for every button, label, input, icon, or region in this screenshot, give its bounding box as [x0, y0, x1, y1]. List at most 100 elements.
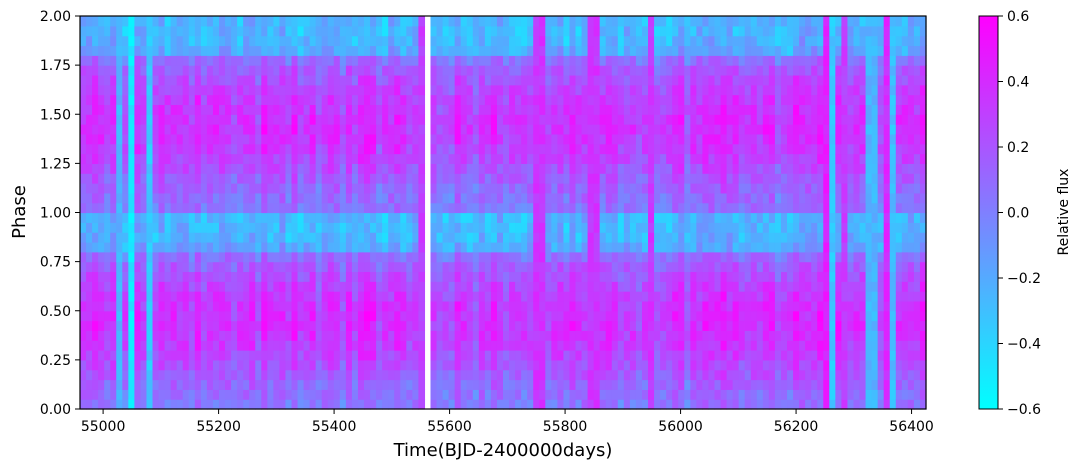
heatmap-cell [225, 74, 232, 86]
heatmap-cell [496, 65, 504, 76]
heatmap-cell [835, 124, 842, 135]
heatmap-cell [351, 399, 359, 410]
heatmap-cell [738, 192, 746, 204]
heatmap-cell [756, 74, 764, 86]
heatmap-cell [357, 232, 365, 243]
heatmap-cell [297, 55, 305, 66]
heatmap-cell [774, 232, 782, 243]
heatmap-cell [768, 153, 776, 164]
heatmap-cell [460, 173, 468, 184]
heatmap-cell [490, 35, 498, 47]
heatmap-cell [351, 212, 359, 223]
heatmap-cell [400, 16, 407, 27]
heatmap-cell [575, 94, 583, 106]
heatmap-cell [575, 114, 583, 125]
heatmap-cell [787, 84, 794, 96]
heatmap-cell [158, 399, 166, 410]
heatmap-cell [267, 359, 274, 371]
heatmap-cell [333, 45, 341, 56]
heatmap-cell [206, 350, 214, 361]
heatmap-cell [811, 291, 818, 302]
heatmap-cell [593, 320, 601, 331]
heatmap-cell [194, 192, 202, 204]
heatmap-cell [267, 320, 274, 331]
heatmap-cell [364, 183, 371, 194]
heatmap-cell [539, 222, 546, 233]
heatmap-cell [364, 232, 371, 243]
heatmap-cell [635, 232, 643, 243]
heatmap-cell [303, 340, 311, 351]
heatmap-cell [412, 399, 419, 410]
heatmap-cell [86, 65, 93, 76]
heatmap-cell [690, 84, 697, 96]
heatmap-cell [194, 251, 202, 263]
heatmap-cell [805, 104, 812, 115]
heatmap-cell [212, 350, 220, 361]
heatmap-cell [780, 212, 788, 223]
heatmap-cell [551, 300, 558, 312]
heatmap-cell [738, 271, 746, 282]
heatmap-cell [285, 202, 293, 214]
heatmap-cell [351, 153, 359, 164]
heatmap-cell [654, 369, 661, 381]
heatmap-cell [448, 232, 456, 243]
heatmap-cell [835, 202, 842, 214]
heatmap-cell [206, 84, 214, 96]
heatmap-cell [690, 133, 697, 145]
heatmap-cell [750, 369, 758, 381]
heatmap-cell [496, 192, 504, 204]
heatmap-cell [249, 173, 256, 184]
heatmap-cell [780, 251, 788, 263]
heatmap-cell [551, 25, 558, 37]
heatmap-cell [551, 222, 558, 233]
heatmap-cell [654, 94, 661, 106]
heatmap-cell [762, 84, 770, 96]
heatmap-cell [194, 379, 202, 390]
heatmap-cell [696, 330, 704, 341]
heatmap-cell [563, 94, 571, 106]
heatmap-cell [376, 183, 383, 194]
heatmap-cell [128, 65, 135, 76]
heatmap-cell [309, 55, 317, 66]
heatmap-cell [394, 173, 401, 184]
heatmap-cell [762, 25, 770, 37]
heatmap-cell [611, 271, 619, 282]
heatmap-cell [738, 45, 746, 56]
heatmap-cell [297, 340, 305, 351]
heatmap-cell [243, 222, 250, 233]
heatmap-cell [460, 369, 468, 381]
heatmap-cell [835, 291, 842, 302]
heatmap-cell [231, 16, 238, 27]
heatmap-cell [654, 340, 661, 351]
heatmap-cell [279, 300, 287, 312]
heatmap-cell [339, 300, 347, 312]
heatmap-cell [327, 399, 335, 410]
heatmap-cell [394, 291, 401, 302]
heatmap-cell [80, 183, 87, 194]
heatmap-cell [225, 359, 232, 371]
heatmap-cell [484, 192, 492, 204]
heatmap-cell [388, 183, 395, 194]
heatmap-cell [303, 300, 311, 312]
heatmap-cell [527, 281, 534, 292]
heatmap-cell [708, 133, 716, 145]
heatmap-cell [466, 389, 474, 400]
heatmap-cell [448, 389, 456, 400]
heatmap-cell [128, 114, 135, 125]
heatmap-cell [551, 310, 558, 322]
heatmap-cell [835, 183, 842, 194]
heatmap-cell [303, 212, 311, 223]
heatmap-cell [188, 173, 196, 184]
heatmap-cell [412, 74, 419, 86]
heatmap-cell [80, 232, 87, 243]
heatmap-cell [629, 359, 637, 371]
heatmap-cell [738, 202, 746, 214]
heatmap-cell [110, 212, 117, 223]
heatmap-cell [116, 359, 123, 371]
heatmap-cell [708, 65, 716, 76]
heatmap-cell [170, 173, 178, 184]
heatmap-cell [321, 55, 329, 66]
heatmap-cell [684, 330, 691, 341]
heatmap-cell [225, 35, 232, 47]
heatmap-cell [780, 173, 788, 184]
